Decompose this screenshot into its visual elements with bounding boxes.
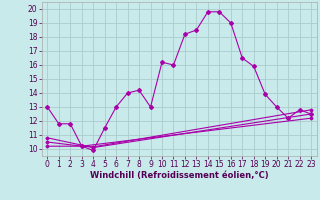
X-axis label: Windchill (Refroidissement éolien,°C): Windchill (Refroidissement éolien,°C) <box>90 171 268 180</box>
